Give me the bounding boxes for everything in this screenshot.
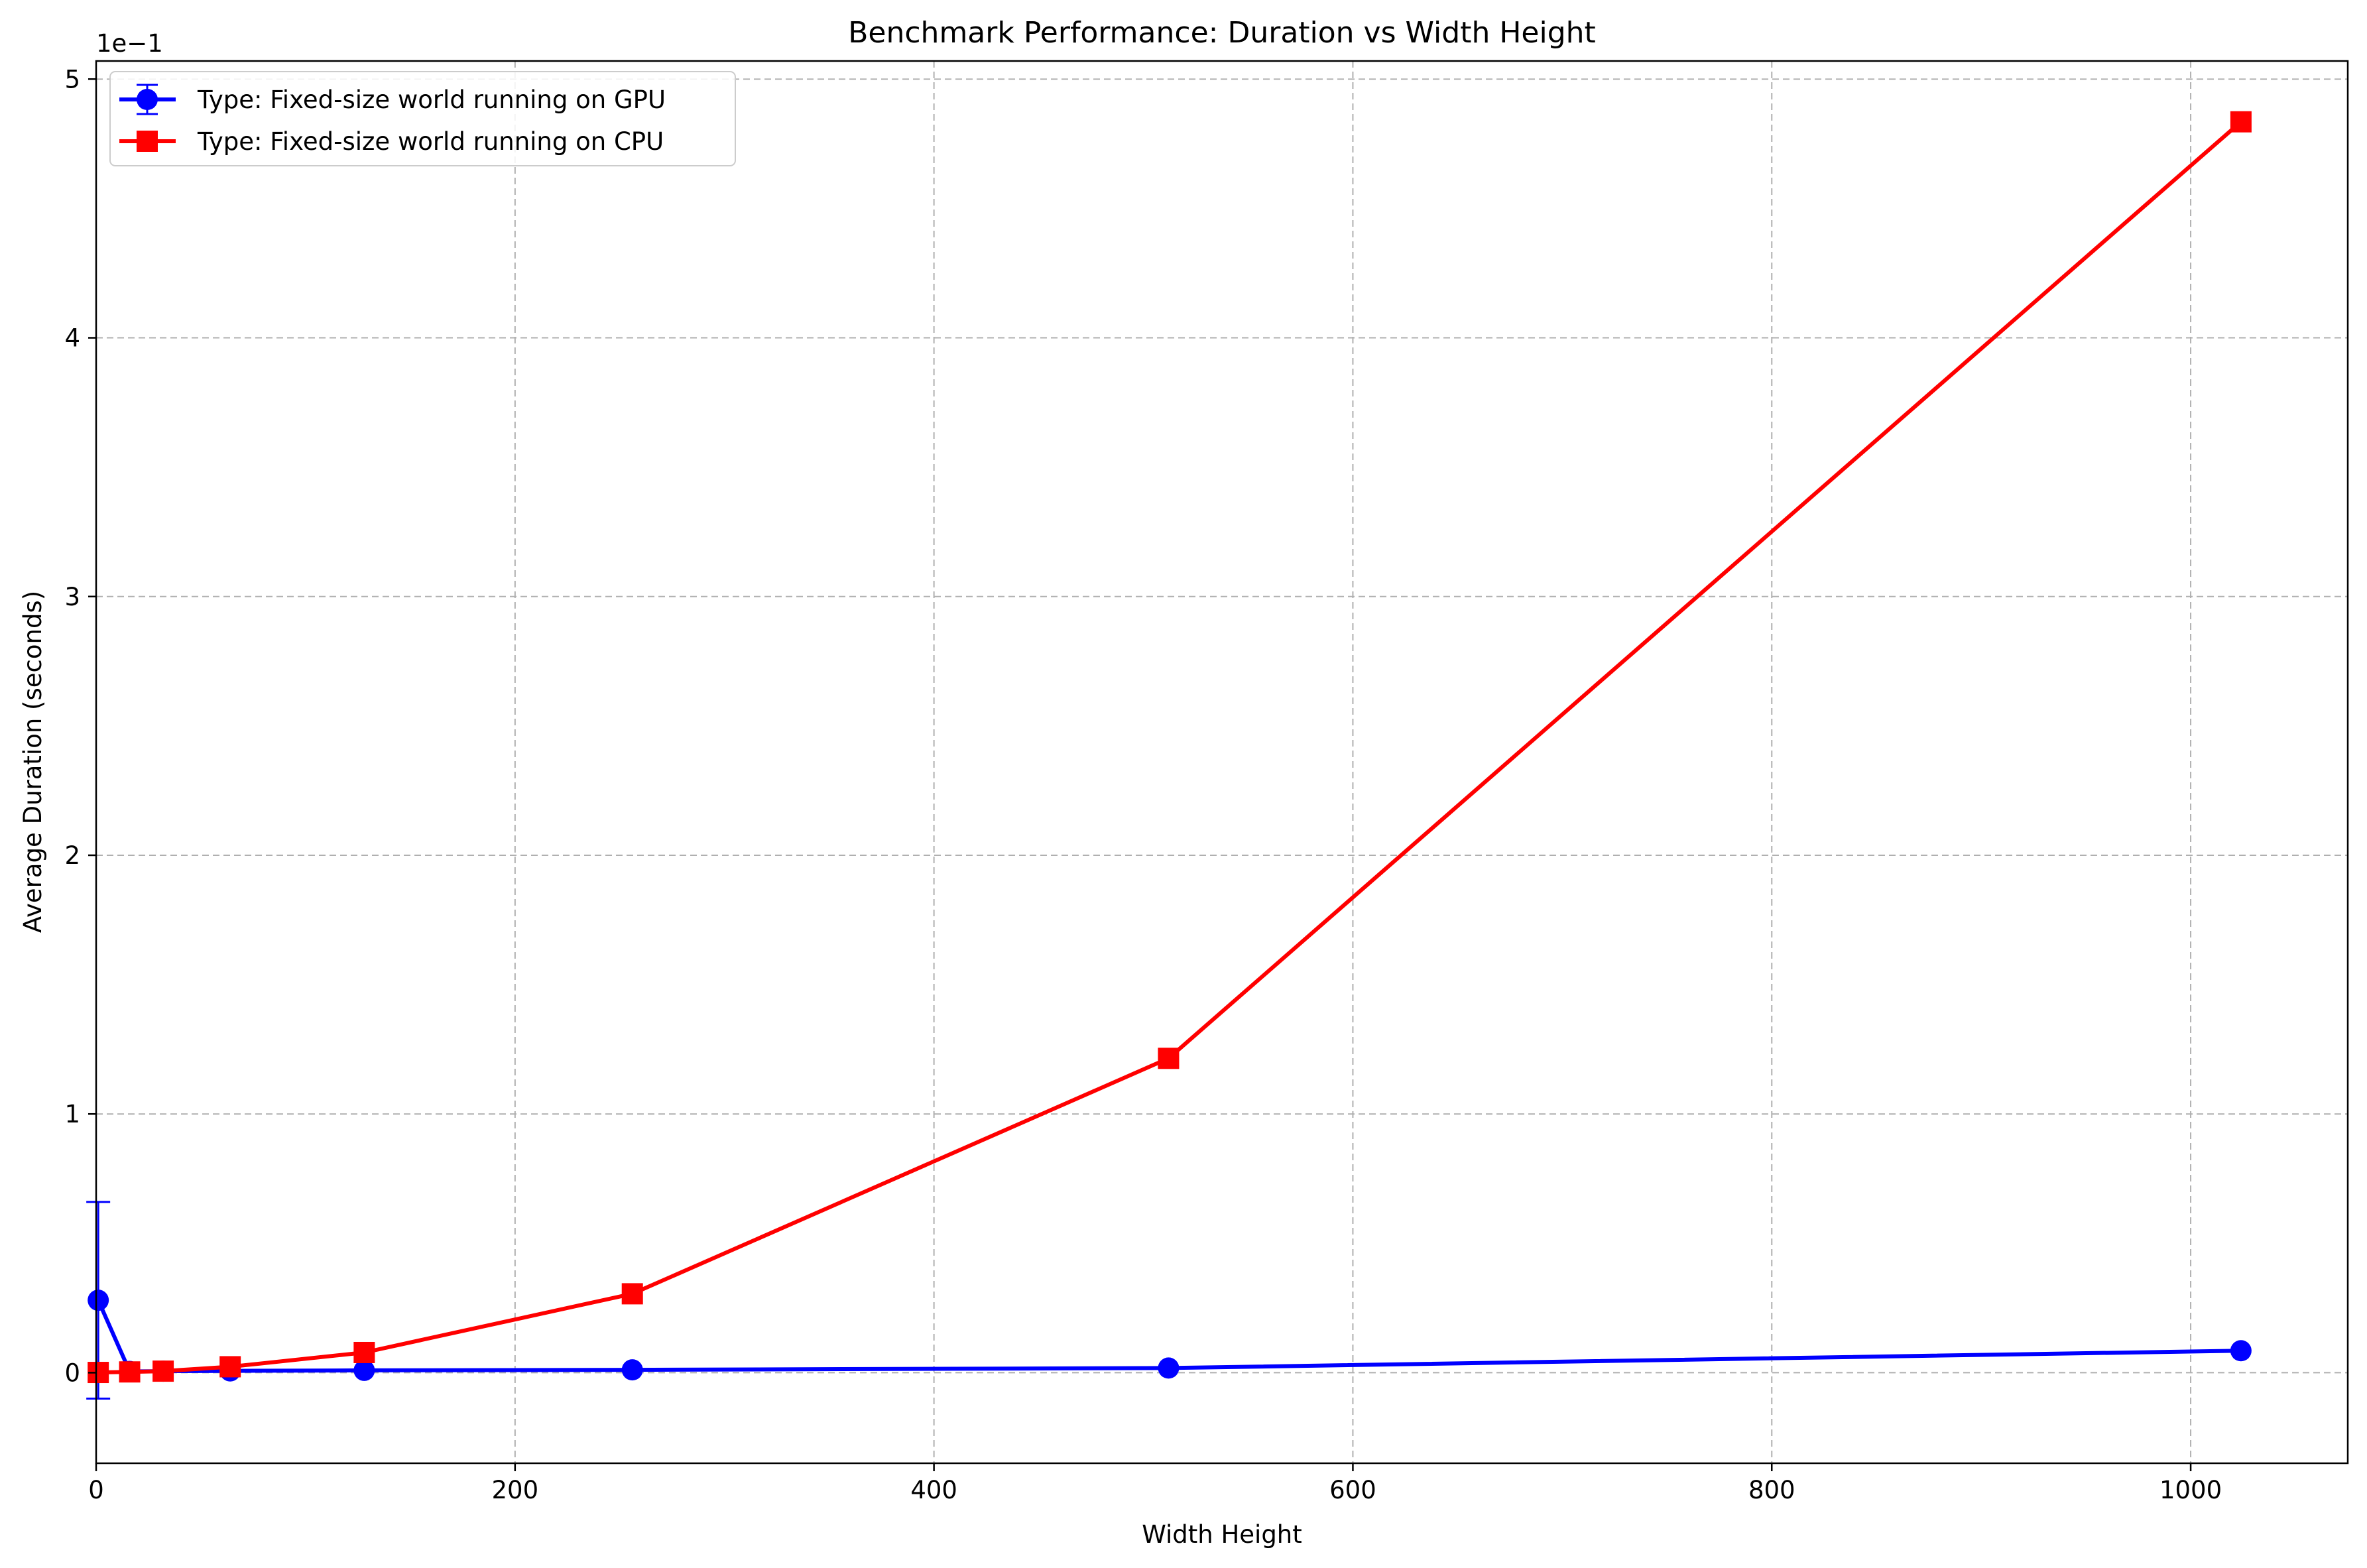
data-point — [88, 1290, 109, 1311]
data-point — [1158, 1357, 1180, 1379]
legend-item-2: Type: Fixed-size world running on CPU — [119, 127, 664, 156]
y-tick-label: 0 — [64, 1358, 80, 1387]
plot-frame — [95, 60, 2349, 1465]
chart-title: Benchmark Performance: Duration vs Width… — [848, 16, 1596, 50]
y-tick-label: 1 — [64, 1100, 80, 1128]
data-point — [152, 1360, 174, 1382]
x-tick-label: 0 — [88, 1476, 104, 1504]
series-layer — [86, 111, 2252, 1400]
legend-marker — [137, 89, 158, 110]
x-tick-label: 200 — [492, 1476, 539, 1504]
x-tick-label: 600 — [1329, 1476, 1376, 1504]
data-point — [621, 1283, 643, 1305]
legend-item-1: Type: Fixed-size world running on GPU — [119, 84, 666, 115]
data-point — [2230, 111, 2252, 133]
legend: Type: Fixed-size world running on GPU Typ… — [109, 71, 736, 166]
data-point — [2230, 1340, 2252, 1362]
x-axis-label: Width Height — [1142, 1520, 1302, 1549]
y-tick-label: 5 — [64, 65, 80, 93]
legend-marker — [137, 131, 158, 152]
legend-label: Type: Fixed-size world running on GPU — [197, 86, 666, 114]
x-tick-label: 1000 — [2159, 1476, 2222, 1504]
y-tick-label: 3 — [64, 583, 80, 611]
legend-box — [109, 71, 736, 166]
y-tick-label: 4 — [64, 324, 80, 353]
grid — [95, 61, 2348, 1463]
data-point — [353, 1341, 375, 1363]
x-tick-label: 400 — [910, 1476, 957, 1504]
data-point — [1158, 1048, 1180, 1069]
y-tick-label: 2 — [64, 841, 80, 870]
x-tick-label: 800 — [1748, 1476, 1795, 1504]
data-point — [119, 1361, 141, 1383]
y-offset-text: 1e−1 — [96, 29, 163, 58]
legend-label: Type: Fixed-size world running on CPU — [197, 127, 664, 156]
y-axis-label: Average Duration (seconds) — [19, 591, 47, 933]
y-axis: 0 1 2 3 4 5 — [64, 65, 96, 1387]
data-point — [621, 1359, 643, 1381]
x-axis: 0 200 400 600 800 1000 — [88, 1463, 2222, 1504]
data-point — [353, 1359, 375, 1381]
data-point — [219, 1356, 241, 1378]
